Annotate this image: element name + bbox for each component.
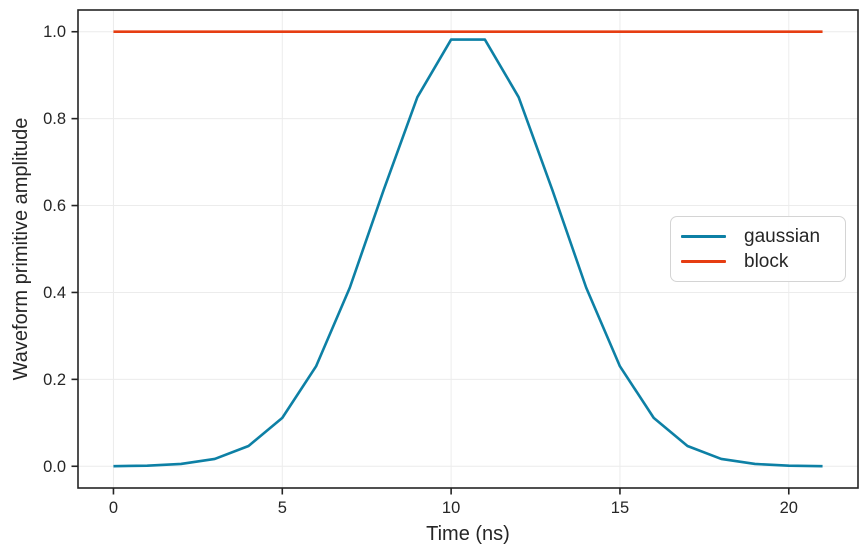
y-tick-label-4: 0.8 <box>43 110 66 128</box>
y-axis-label: Waveform primitive amplitude <box>10 118 32 381</box>
legend-box: gaussian block <box>670 216 846 282</box>
plot-spines <box>77 9 859 489</box>
x-tick-label-2: 10 <box>442 499 460 517</box>
x-tick-label-3: 15 <box>611 499 629 517</box>
legend-label-block: block <box>744 251 789 272</box>
legend-label-gaussian: gaussian <box>744 226 821 247</box>
y-tick-label-1: 0.2 <box>43 371 66 389</box>
legend-line-swatch-block <box>681 260 726 263</box>
legend-item-gaussian: gaussian <box>681 227 835 246</box>
y-tick-label-2: 0.4 <box>43 284 66 302</box>
legend-item-block: block <box>681 252 835 271</box>
y-tick-label-5: 1.0 <box>43 23 66 41</box>
series-line-gaussian <box>113 38 823 468</box>
x-tick-label-4: 20 <box>780 499 798 517</box>
x-tick-label-1: 5 <box>278 499 287 517</box>
y-tick-label-3: 0.6 <box>43 197 66 215</box>
y-tick-label-0: 0.0 <box>43 458 66 476</box>
x-axis-label: Time (ns) <box>426 523 510 545</box>
legend-line-swatch-gaussian <box>681 235 726 238</box>
x-tick-label-0: 0 <box>109 499 118 517</box>
